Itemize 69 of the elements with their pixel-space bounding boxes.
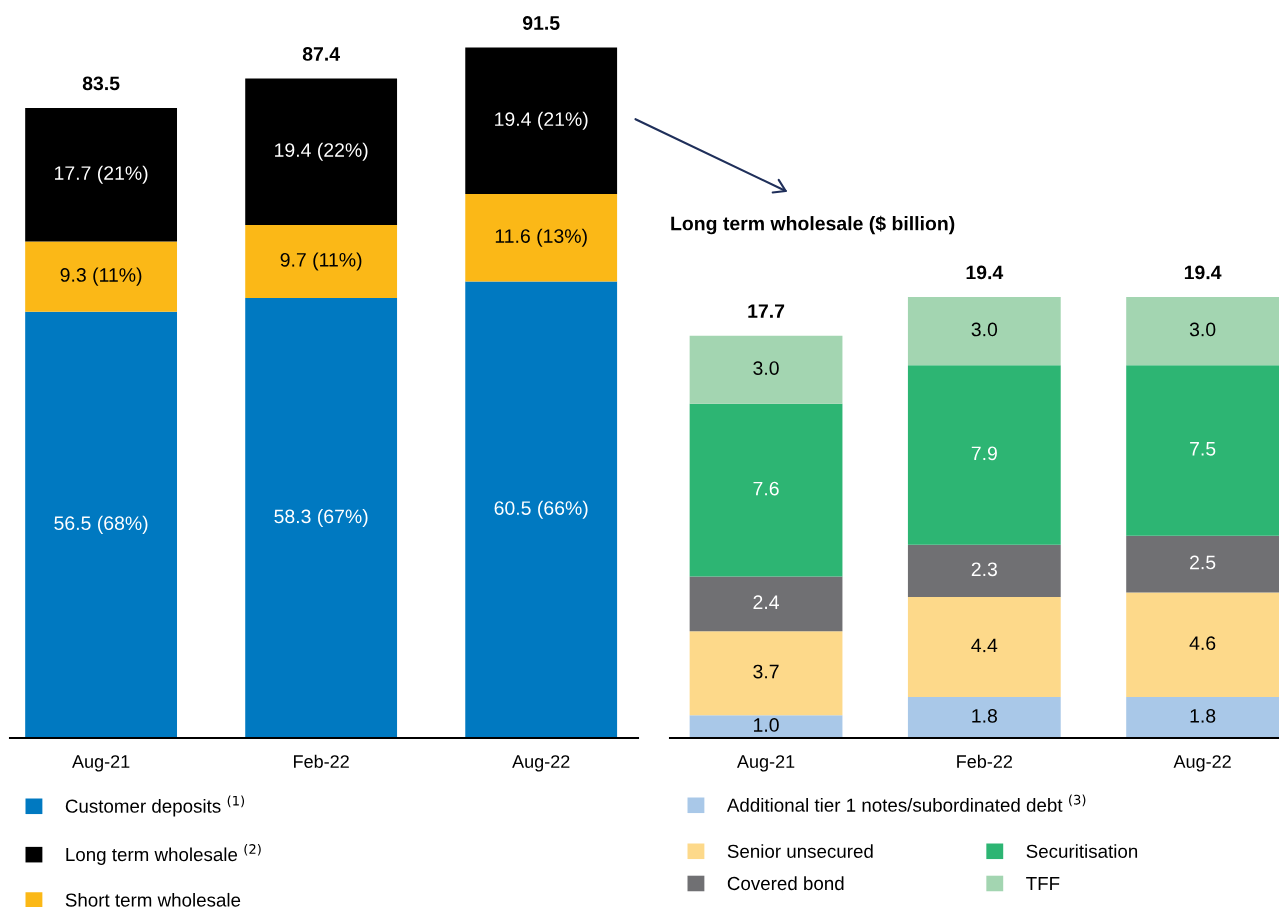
bar (245, 224, 398, 299)
bar (907, 697, 1061, 738)
bar (1126, 697, 1279, 738)
data-label: 11.6 (13%) (495, 228, 587, 247)
bar (689, 576, 843, 632)
data-label: 3.0 (1189, 322, 1216, 337)
bar (907, 597, 1061, 698)
data-label: 7.6 (753, 481, 779, 496)
legend-label: Additional tier 1 notes/subordinated debt $^{(3)}$ (726, 794, 1086, 812)
bar (245, 298, 398, 738)
bar (465, 193, 618, 282)
x-tick-label: Feb-22 (294, 754, 349, 768)
legend-label: Covered bond (727, 876, 844, 891)
bar (25, 107, 178, 242)
legend-label: Short term wholesale (65, 892, 241, 907)
data-label: 19.4 (22%) (275, 142, 368, 161)
total-label: 83.5 (82, 76, 120, 91)
data-label: 4.4 (971, 638, 998, 653)
data-label: 3.0 (753, 361, 779, 375)
bar (465, 281, 618, 738)
data-label: 2.3 (971, 562, 997, 577)
total-label: 17.7 (748, 304, 785, 318)
bar (25, 241, 178, 312)
data-label: 19.4 (21%) (495, 111, 588, 130)
bar (1126, 592, 1279, 698)
total-label: 19.4 (966, 265, 1004, 280)
legend-label: Securitisation (1026, 844, 1138, 858)
total-label: 91.5 (522, 16, 560, 30)
x-tick-label: Feb-22 (957, 754, 1013, 768)
legend-label: Senior unsecured (727, 844, 873, 858)
x-tick-label: Aug-21 (736, 755, 795, 772)
x-tick-label: Aug-22 (1173, 755, 1231, 772)
data-label: 3.7 (753, 664, 779, 679)
x-tick-label: Aug-22 (512, 755, 570, 772)
data-label: 56.5 (68%) (54, 515, 148, 534)
data-label: 1.8 (972, 708, 997, 723)
bar (689, 403, 843, 577)
total-label: 19.4 (1184, 265, 1222, 280)
data-label: 60.5 (66%) (494, 500, 588, 519)
legend-label: Customer deposits $^{(1)}$ (65, 795, 245, 817)
data-label: 17.7 (21%) (55, 165, 148, 184)
bar (907, 297, 1061, 366)
bar (907, 365, 1061, 545)
bar (1126, 297, 1279, 366)
bar (25, 311, 178, 738)
bar (1126, 535, 1279, 593)
legend-label: Long term wholesale $^{(2)}$ (66, 843, 261, 865)
data-label: 9.7 (11%) (280, 252, 362, 271)
x-tick-label: Aug-21 (72, 755, 130, 772)
data-label: 58.3 (67%) (274, 508, 368, 528)
data-label: 3.0 (971, 322, 998, 337)
data-label: 9.3 (11%) (60, 267, 142, 286)
bar (245, 78, 398, 225)
data-label: 4.6 (1189, 636, 1216, 651)
data-label: 2.4 (753, 595, 779, 609)
bar (1126, 365, 1279, 536)
total-label: 87.4 (302, 47, 340, 61)
data-label: 1.8 (1190, 708, 1216, 723)
bar (907, 544, 1061, 598)
data-label: 7.5 (1190, 442, 1216, 456)
bar (465, 47, 618, 194)
bar (689, 335, 843, 404)
bar (689, 631, 843, 716)
data-label: 1.0 (754, 718, 779, 732)
bar (689, 715, 843, 738)
data-label: 2.5 (1190, 555, 1216, 570)
data-label: 7.9 (971, 446, 997, 461)
chart-title: Long term wholesale ($ billion) (671, 215, 955, 235)
legend-label: TFF (1026, 877, 1060, 890)
